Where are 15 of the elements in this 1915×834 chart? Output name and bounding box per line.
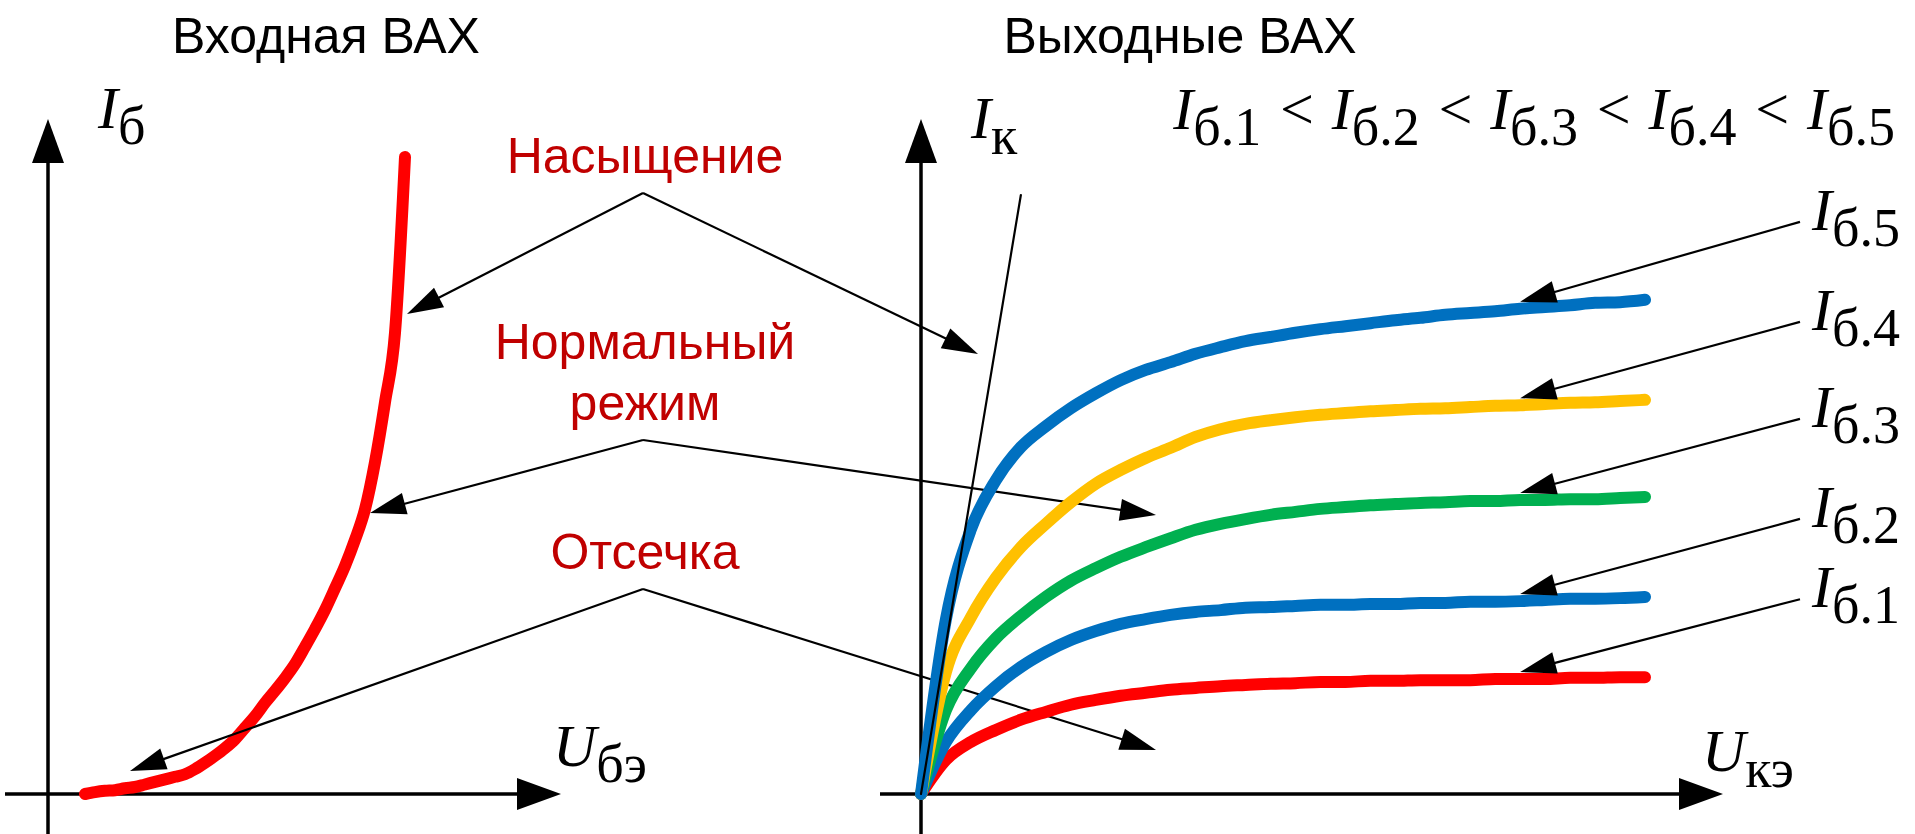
text: Нормальный режим	[494, 314, 796, 431]
chart-title: Входная ВАХ	[172, 8, 480, 64]
text: I$_{б.1}$	[1811, 554, 1900, 636]
text: Насыщение	[506, 128, 784, 184]
text: I$_{б.4}$	[1811, 276, 1900, 358]
text: I$_{б.2}$	[1811, 473, 1900, 555]
text: Отсечка	[550, 524, 740, 580]
y-axis-title: I$_{к}$	[970, 85, 1018, 166]
text: I$_{б.3}$	[1811, 373, 1900, 455]
x-axis-title: U$_{кэ}$	[1702, 718, 1795, 799]
x-axis-title: U$_{бэ}$	[553, 713, 647, 794]
chart-title: Выходные ВАХ	[1003, 8, 1357, 64]
text: I$_{б.1}$ < I$_{б.2}$ < I$_{б.3}$ < I$_{б.4}$ < I$_{б.5}$	[1173, 76, 1895, 157]
text: I$_{б.5}$	[1811, 176, 1900, 258]
y-axis-title: I$_{б}$	[97, 75, 146, 156]
